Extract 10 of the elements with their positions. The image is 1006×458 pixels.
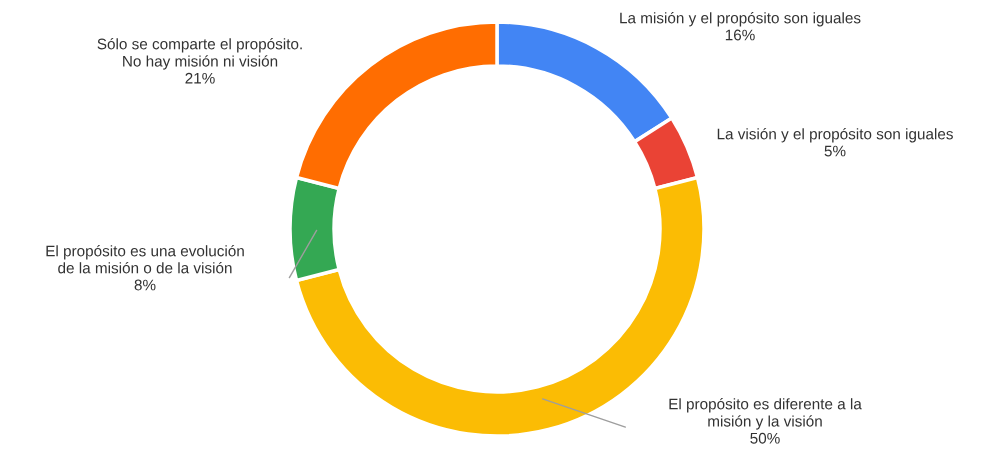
- slice-label: El propósito es diferente a la misión y la visión: [669, 398, 862, 430]
- slice-label: La misión y el propósito son iguales: [620, 12, 861, 27]
- slice-label: La visión y el propósito son iguales: [717, 128, 953, 143]
- data-label: 16%: [725, 29, 755, 41]
- data-label: 8%: [134, 279, 156, 291]
- data-label: 5%: [824, 145, 846, 157]
- data-label: 50%: [750, 432, 780, 444]
- data-label: 21%: [185, 72, 215, 84]
- slice-label: El propósito es una evolución de la misión o de la visión: [46, 245, 244, 274]
- slice-label: Sólo se comparte el propósito. No hay misión ni visión: [97, 38, 302, 70]
